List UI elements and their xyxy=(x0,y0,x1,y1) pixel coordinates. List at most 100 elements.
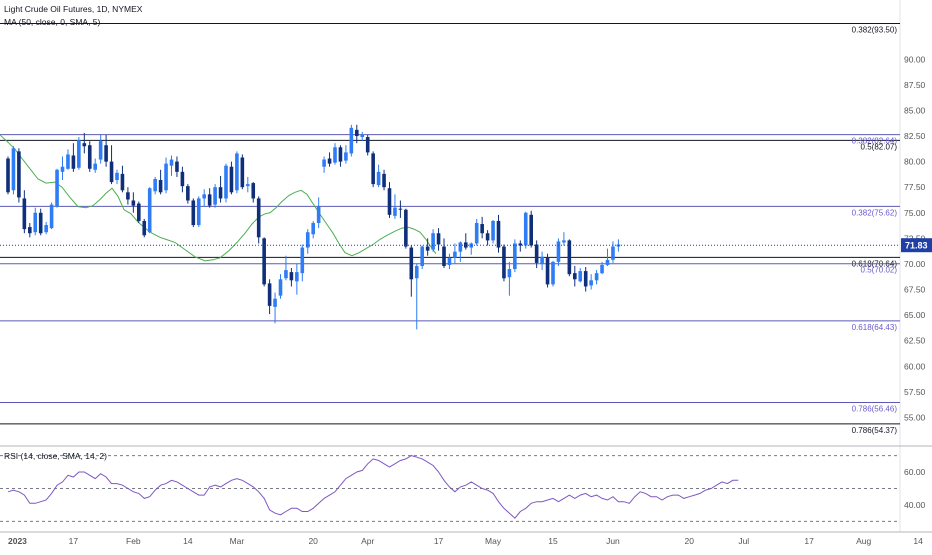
candle-body xyxy=(202,194,206,199)
price-tick-label: 77.50 xyxy=(904,182,926,192)
price-tick-label: 82.50 xyxy=(904,131,926,141)
candle-body xyxy=(87,145,92,169)
candle-body xyxy=(518,243,523,246)
candle-body xyxy=(534,244,539,263)
candle-body xyxy=(414,265,419,279)
candle-body xyxy=(169,159,174,166)
candle-body xyxy=(529,214,533,246)
price-tick-label: 67.50 xyxy=(904,285,926,295)
candle-body xyxy=(491,220,495,241)
candle-body xyxy=(289,272,294,281)
candle-body xyxy=(305,232,310,248)
price-tick-label: 55.00 xyxy=(904,412,926,422)
candle-body xyxy=(371,153,375,185)
fib-level-label: 0.786(54.37) xyxy=(852,426,898,435)
time-tick-label: Jul xyxy=(738,536,749,546)
candle-body xyxy=(551,261,555,285)
time-tick-label: 2023 xyxy=(8,536,27,546)
candle-body xyxy=(573,273,577,280)
candle-body xyxy=(109,161,114,183)
candle-body xyxy=(611,246,615,260)
candle-body xyxy=(447,257,452,265)
candle-body xyxy=(453,251,457,258)
candle-body xyxy=(513,243,517,270)
candle-body xyxy=(49,204,54,229)
candle-body xyxy=(589,280,593,286)
candle-body xyxy=(44,225,48,233)
price-tick-label: 87.50 xyxy=(904,80,926,90)
candle-body xyxy=(104,145,108,162)
candle-body xyxy=(545,257,550,285)
candle-body xyxy=(17,151,21,198)
current-price-badge xyxy=(901,238,932,253)
time-tick-label: 17 xyxy=(804,536,814,546)
candle-body xyxy=(316,206,321,223)
candle-body xyxy=(355,129,359,137)
candle-body xyxy=(33,212,38,233)
candle-body xyxy=(387,188,392,215)
chart-title: Light Crude Oil Futures, 1D, NYMEX xyxy=(4,4,143,14)
candle-body xyxy=(147,188,152,233)
price-tick-label: 75.00 xyxy=(904,208,926,218)
candle-body xyxy=(224,165,228,199)
candle-body xyxy=(158,180,163,193)
candle-body xyxy=(66,154,70,169)
candle-body xyxy=(344,152,348,161)
fib-level-label: 0.382(82.64) xyxy=(852,137,898,146)
candle-body xyxy=(425,246,430,251)
candle-body xyxy=(485,233,490,241)
candle-body xyxy=(235,153,239,191)
candle-body xyxy=(540,256,544,264)
candle-body xyxy=(365,137,370,153)
candle-body xyxy=(578,271,583,282)
candle-body xyxy=(191,200,196,226)
candle-body xyxy=(218,187,223,199)
time-tick-label: 14 xyxy=(183,536,193,546)
candle-body xyxy=(77,140,81,168)
candle-body xyxy=(404,209,408,247)
candle-body xyxy=(431,233,435,250)
time-tick-label: 14 xyxy=(913,536,923,546)
candle-body xyxy=(278,279,283,296)
candle-body xyxy=(376,171,381,186)
candle-body xyxy=(142,220,147,236)
candle-body xyxy=(273,298,277,307)
time-tick-label: 17 xyxy=(69,536,79,546)
candle-body xyxy=(207,194,212,206)
candle-body xyxy=(180,171,185,187)
candle-body xyxy=(251,183,256,199)
price-tick-label: 85.00 xyxy=(904,105,926,115)
candle-body xyxy=(11,148,16,191)
rsi-legend: RSI (14, close, SMA, 14, 2) xyxy=(4,451,107,461)
candle-body xyxy=(393,207,397,216)
ma50-line xyxy=(0,134,437,262)
candle-body xyxy=(98,141,103,160)
candle-body xyxy=(311,223,315,235)
candle-body xyxy=(409,247,414,280)
candle-body xyxy=(240,157,245,188)
current-price-label: 71.83 xyxy=(905,241,928,251)
price-tick-label: 80.00 xyxy=(904,157,926,167)
time-tick-label: Jun xyxy=(606,536,620,546)
candle-body xyxy=(82,143,87,147)
candle-body xyxy=(38,212,43,234)
time-tick-label: Feb xyxy=(126,536,141,546)
candle-body xyxy=(360,135,365,138)
candle-body xyxy=(507,269,512,278)
candle-body xyxy=(115,172,119,181)
candle-body xyxy=(6,158,10,193)
candle-body xyxy=(186,186,190,201)
fib-level-label: 0.382(75.62) xyxy=(852,208,898,217)
candle-body xyxy=(295,272,299,282)
candle-body xyxy=(300,247,305,274)
candle-body xyxy=(398,208,403,210)
price-tick-label: 70.00 xyxy=(904,259,926,269)
ma-legend: MA (50, close, 0, SMA, 5) xyxy=(4,17,101,27)
rsi-line xyxy=(7,455,739,519)
rsi-tick-label: 40.00 xyxy=(904,500,926,510)
candle-body xyxy=(131,200,136,206)
candle-body xyxy=(153,179,157,192)
time-tick-label: 20 xyxy=(308,536,318,546)
